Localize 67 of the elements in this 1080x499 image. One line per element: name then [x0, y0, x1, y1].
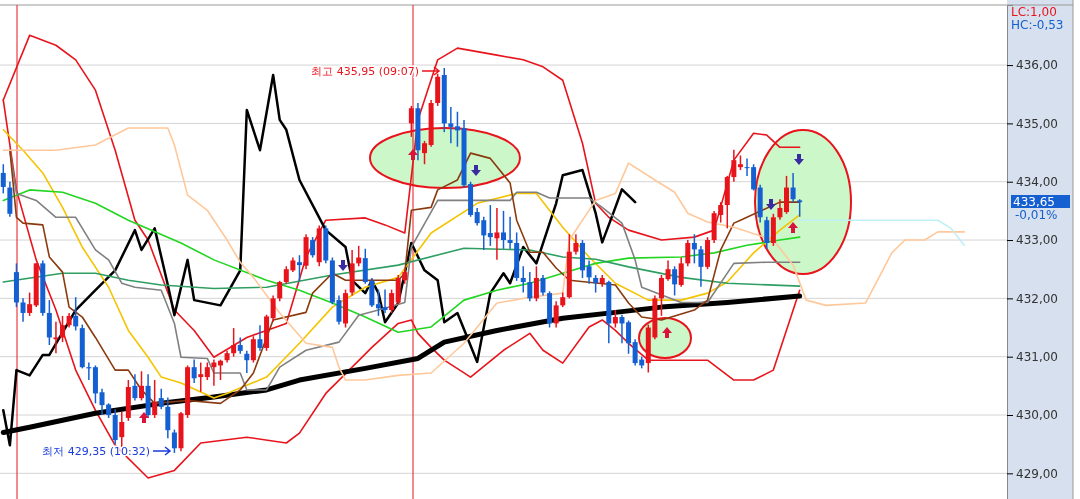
candlestick — [540, 274, 546, 297]
candlestick — [487, 204, 493, 247]
candlestick — [375, 288, 381, 317]
candlestick — [507, 215, 513, 250]
candlestick — [501, 210, 506, 250]
candlestick — [237, 336, 243, 355]
candlestick — [270, 294, 276, 323]
candlestick — [685, 239, 691, 268]
y-tick-label: 432,00 — [1016, 291, 1058, 306]
candlestick — [152, 379, 158, 419]
candlestick — [257, 324, 263, 352]
y-tick-label: 434,00 — [1016, 175, 1058, 190]
candlestick — [389, 288, 395, 314]
candlestick — [678, 256, 684, 288]
candlestick — [454, 110, 460, 148]
candlestick — [73, 296, 79, 332]
annotation: 최고 435,95 (09:07) — [311, 65, 419, 78]
candlestick — [198, 361, 204, 393]
candlestick — [27, 291, 33, 317]
candlestick — [310, 236, 316, 259]
candlestick — [119, 411, 125, 448]
candlestick — [790, 172, 796, 203]
candlestick — [0, 163, 6, 195]
candlestick — [53, 320, 59, 354]
candlestick — [527, 271, 533, 303]
candlestick — [382, 288, 388, 314]
candlestick — [277, 280, 283, 303]
candlestick — [731, 148, 737, 183]
candlestick — [665, 259, 671, 282]
candlestick — [672, 265, 678, 297]
candlestick — [244, 350, 250, 374]
text: LC:1,00 — [1011, 5, 1057, 19]
candlestick — [408, 105, 414, 138]
candlestick — [448, 106, 454, 144]
text: -0,01% — [1015, 208, 1058, 222]
candlestick — [553, 300, 559, 329]
candlestick — [586, 259, 592, 285]
candlestick — [777, 198, 783, 221]
candlestick — [764, 215, 770, 250]
candlestick — [494, 207, 500, 261]
candlestick — [191, 358, 197, 384]
candlestick — [619, 313, 625, 345]
text: 433,65 — [1013, 195, 1055, 209]
candlestick — [99, 388, 105, 416]
y-tick-label: 429,00 — [1016, 466, 1058, 481]
candlestick — [158, 388, 164, 410]
candlestick — [60, 315, 66, 343]
text: HC:-0,53 — [1011, 18, 1064, 32]
candlestick — [422, 140, 428, 165]
candlestick — [139, 370, 145, 402]
y-tick-label: 430,00 — [1016, 408, 1058, 423]
candlestick — [691, 233, 697, 265]
candlestick — [520, 265, 526, 294]
candlestick — [296, 254, 302, 282]
candlestick — [573, 233, 579, 256]
candlestick — [658, 274, 664, 317]
candlestick — [626, 319, 632, 355]
y-tick-label: 431,00 — [1016, 350, 1058, 365]
y-tick-label: 436,00 — [1016, 58, 1058, 73]
candlestick — [533, 265, 539, 303]
candlestick — [132, 373, 138, 402]
candlestick — [20, 297, 26, 323]
candlestick — [171, 428, 177, 454]
y-tick-label: 433,00 — [1016, 233, 1058, 248]
candlestick — [698, 245, 704, 288]
y-tick-label: 435,00 — [1016, 116, 1058, 131]
candlestick — [165, 396, 171, 440]
